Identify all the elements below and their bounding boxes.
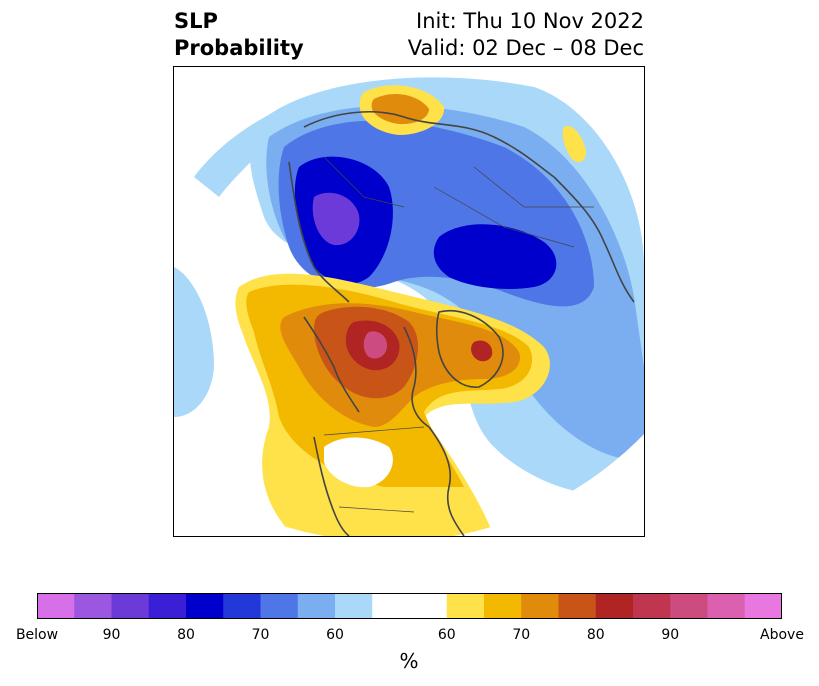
coast-scandinavia xyxy=(553,176,635,303)
valid-date-range: Valid: 02 Dec – 08 Dec xyxy=(407,36,644,60)
coastlines xyxy=(288,111,635,536)
colorbar-tick-label: 60 xyxy=(326,627,344,643)
below-purple-core xyxy=(312,192,360,246)
colorbar-segment xyxy=(521,593,559,619)
colorbar-segment xyxy=(558,593,597,619)
colorbar-tick-label: 70 xyxy=(251,627,270,643)
colorbar-tick-label: 90 xyxy=(661,627,680,643)
colorbar-segment xyxy=(595,593,634,619)
probability-map xyxy=(173,66,645,537)
colorbar-segment xyxy=(260,593,299,619)
init-date: Init: Thu 10 Nov 2022 xyxy=(416,9,644,33)
title-probability: Probability xyxy=(174,36,304,60)
colorbar-segment xyxy=(74,593,112,619)
map-canvas xyxy=(174,77,644,536)
colorbar-segment xyxy=(148,593,187,619)
political-borders xyxy=(323,156,594,513)
colorbar-tick-label: Below xyxy=(15,627,59,643)
coast-asia-east xyxy=(288,161,350,303)
colorbar-tick-label: 80 xyxy=(177,627,195,643)
colorbar-border xyxy=(37,593,782,619)
colorbar-unit: % xyxy=(399,649,419,673)
above-red-greenland xyxy=(471,340,493,362)
colorbar-segment xyxy=(111,593,150,619)
coast-arctic-russia xyxy=(303,111,555,178)
colorbar-tick-label: Above xyxy=(760,627,804,643)
border-us-canada xyxy=(323,426,425,436)
coast-alaska xyxy=(303,316,360,413)
probability-colorbar xyxy=(37,593,782,619)
colorbar-tick-label: 80 xyxy=(586,627,605,643)
title-slp: SLP xyxy=(174,9,218,33)
colorbar-segment xyxy=(744,593,782,619)
border-us-mexico xyxy=(338,506,415,513)
colorbar-segment xyxy=(335,593,373,619)
below-light-nw-arc xyxy=(194,107,294,197)
border-eurasia-1 xyxy=(433,186,575,248)
colorbar-segment xyxy=(297,593,336,619)
map-title-dates: Init: Thu 10 Nov 2022 Valid: 02 Dec – 08… xyxy=(408,8,644,62)
colorbar-segment xyxy=(484,593,522,619)
above-light-europe-patch xyxy=(562,126,586,163)
below-light-pacific-arc xyxy=(174,267,214,417)
colorbar-svg xyxy=(37,593,782,619)
border-asia-3 xyxy=(323,156,405,208)
border-eurasia-2 xyxy=(473,166,594,208)
probability-fields xyxy=(174,77,644,536)
neutral-us xyxy=(324,437,393,488)
above-mid-arctic xyxy=(371,94,429,125)
colorbar-segment xyxy=(633,593,671,619)
coast-greenland xyxy=(435,310,504,388)
colorbar-segment xyxy=(37,593,75,619)
colorbar-segment xyxy=(186,593,224,619)
colorbar-tick-label: 70 xyxy=(512,627,531,643)
above-pink-core xyxy=(363,331,388,359)
colorbar-segment xyxy=(223,593,261,619)
below-deep-east xyxy=(433,224,557,289)
map-title-variable: SLP Probability xyxy=(174,8,304,62)
colorbar-segment xyxy=(372,593,448,619)
colorbar-segment xyxy=(670,593,708,619)
colorbar-tick-label: 60 xyxy=(437,627,456,643)
coast-us-east xyxy=(428,426,465,536)
coast-hudson-bay xyxy=(403,326,430,428)
coast-us-west xyxy=(313,436,350,536)
colorbar-segment xyxy=(446,593,485,619)
colorbar-tick-label: 90 xyxy=(102,627,121,643)
colorbar-segment xyxy=(707,593,746,619)
